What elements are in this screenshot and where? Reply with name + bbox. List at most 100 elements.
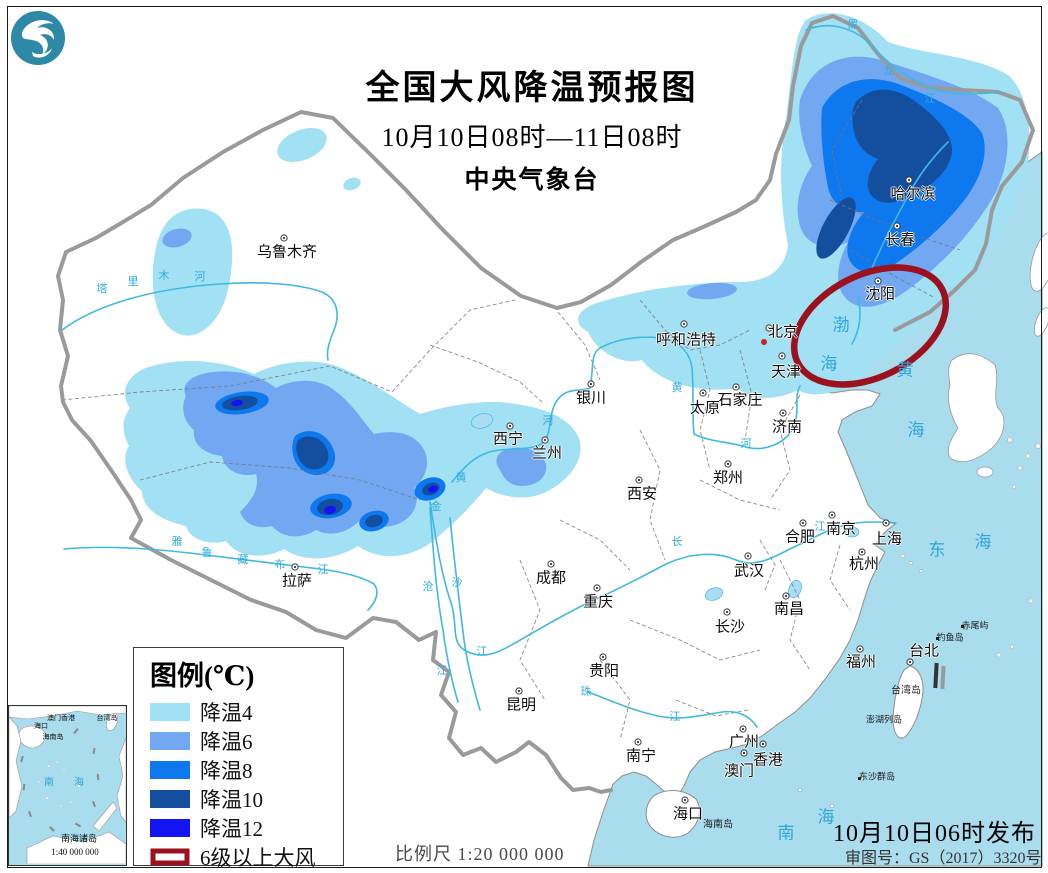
- sea-label-east-sea: 东: [928, 540, 946, 560]
- river-label-yellow: 黄: [455, 472, 467, 484]
- korea-landmass: [947, 353, 1005, 462]
- songhua-river: [871, 141, 949, 269]
- legend-swatch: [150, 760, 190, 779]
- island-label-chiwei: 赤尾屿: [961, 620, 989, 631]
- city-label-lanzhou: 兰州: [531, 445, 563, 462]
- cooling-6-area: [162, 228, 192, 248]
- cooling-10-area: [296, 436, 329, 470]
- river-label-yarlung: 藏: [237, 554, 249, 566]
- page-title: 全国大风降温预报图: [365, 70, 699, 107]
- province-borders: [61, 99, 961, 741]
- publish-time: 10月10日06时发布: [833, 821, 1036, 847]
- river-label-jinsha: 江: [476, 646, 488, 658]
- cooling-10-area: [852, 89, 953, 203]
- legend-title: 图例(℃): [150, 661, 255, 691]
- sea-label-yellow-sea: 海: [907, 420, 925, 440]
- cooling-4-area: [343, 177, 361, 191]
- river-label-heilongjiang: 龙: [883, 65, 895, 77]
- yellow-river: [451, 336, 801, 483]
- legend-item-label: 降温8: [200, 758, 253, 783]
- inset-label-mo-hk: 澳门香港: [47, 714, 75, 722]
- legend-swatch: [150, 702, 190, 721]
- city-label-hongkong: 香港: [752, 752, 784, 769]
- sea-label-east-sea: 海: [974, 532, 992, 552]
- south-china-sea-inset: 澳门香港 台湾岛 海口 海南岛 南 海 南海诸岛 1:40 000 000: [8, 705, 127, 866]
- city-label-fuzhou: 福州: [845, 654, 877, 671]
- legend-item-label: 降温6: [200, 729, 253, 754]
- city-label-kunming: 昆明: [505, 697, 537, 714]
- jeju-island: [976, 466, 994, 478]
- river-label-yarlung: 雅: [171, 536, 183, 548]
- inset-canvas: [9, 706, 126, 864]
- inset-label-hainan: 海南岛: [42, 733, 64, 741]
- cooling-10-area: [365, 514, 383, 528]
- legend-item-label: 降温10: [200, 787, 263, 812]
- river-label-pearl: 江: [669, 711, 681, 723]
- city-label-changsha: 长沙: [714, 619, 746, 636]
- river-label-yellow: 黄: [671, 382, 683, 394]
- legend-swatch: [150, 789, 190, 808]
- city-label-hohhot: 呼和浩特: [655, 332, 717, 349]
- island-label-diaoyu: 钓鱼岛: [936, 632, 964, 643]
- lancang-river: [429, 507, 459, 703]
- legend-swatch: [150, 731, 190, 750]
- island-label-dongsha: 东沙群岛: [858, 771, 896, 782]
- city-label-nanchang: 南昌: [773, 601, 805, 618]
- river-label-yangtze: 长: [671, 536, 683, 548]
- island-label-hainan: 海南岛: [703, 819, 733, 831]
- river-label-lancang: 江: [436, 665, 448, 677]
- forecast-period: 10月10日08时—11日08时: [381, 123, 683, 152]
- city-label-guangzhou: 广州: [728, 734, 760, 751]
- river-label-yellow: 河: [740, 438, 752, 450]
- city-label-taipei: 台北: [908, 643, 940, 660]
- inset-label-taiwan: 台湾岛: [96, 714, 118, 722]
- river-label-yarlung: 江: [317, 564, 329, 576]
- river-label-heilongjiang: 黑: [847, 19, 859, 31]
- inset-sea-label: 海: [74, 777, 84, 789]
- island-label-penghu: 澎湖列岛: [865, 714, 903, 725]
- river-label-tarim: 里: [127, 276, 139, 288]
- city-label-zhengzhou: 郑州: [712, 470, 744, 487]
- sea-layer: [587, 151, 1048, 867]
- legend-swatch-gale: [150, 848, 190, 865]
- river-label-pearl: 珠: [580, 686, 592, 698]
- river-label-yarlung: 布: [274, 559, 286, 571]
- tarim-river: [61, 282, 338, 361]
- yarlung-river: [63, 546, 378, 611]
- city-markers: [280, 176, 914, 804]
- dongting-lake: [704, 587, 724, 601]
- legend-item-cool6: 降温6: [150, 726, 343, 755]
- map-scale: 比例尺 1:20 000 000: [395, 844, 565, 864]
- city-label-hangzhou: 杭州: [848, 556, 880, 573]
- inset-label-haikou: 海口: [34, 722, 48, 730]
- river-label-jinsha: 沙: [451, 577, 463, 589]
- legend-item-label: 6级以上大风: [200, 845, 316, 870]
- small-islands: [798, 437, 1041, 808]
- agency-name: 中央气象台: [464, 166, 600, 194]
- national-border: [56, 14, 1035, 794]
- legend-item-cool4: 降温4: [150, 697, 343, 726]
- city-label-xining: 西宁: [492, 431, 524, 448]
- city-label-chengdu: 成都: [535, 570, 567, 587]
- city-label-lhasa: 拉萨: [281, 573, 313, 590]
- cma-logo: [11, 11, 65, 65]
- city-label-haikou: 海口: [672, 806, 704, 823]
- river-label-yangtze: 江: [814, 521, 826, 533]
- japan-island: [1029, 232, 1048, 292]
- legend-item-cool8: 降温8: [150, 755, 343, 784]
- legend: 图例(℃) 降温4 降温6 降温8 降温10 降温12 6级以上大风: [133, 647, 344, 870]
- city-label-tianjin: 天津: [770, 364, 802, 381]
- taiwan-island: [892, 665, 924, 739]
- river-label-tarim: 河: [194, 271, 206, 283]
- yangtze-river: [429, 501, 897, 656]
- taihu-lake: [844, 526, 860, 538]
- river-label-jinsha: 金: [430, 501, 442, 513]
- legend-swatch: [150, 818, 190, 837]
- approval-number: 审图号：GS（2017）3320号: [845, 850, 1042, 867]
- nu-river: [449, 517, 481, 711]
- title-block: 全国大风降温预报图 10月10日08时—11日08时 中央气象台: [366, 60, 699, 196]
- city-label-nanning: 南宁: [625, 748, 657, 765]
- sea-label-south-sea: 海: [817, 807, 835, 827]
